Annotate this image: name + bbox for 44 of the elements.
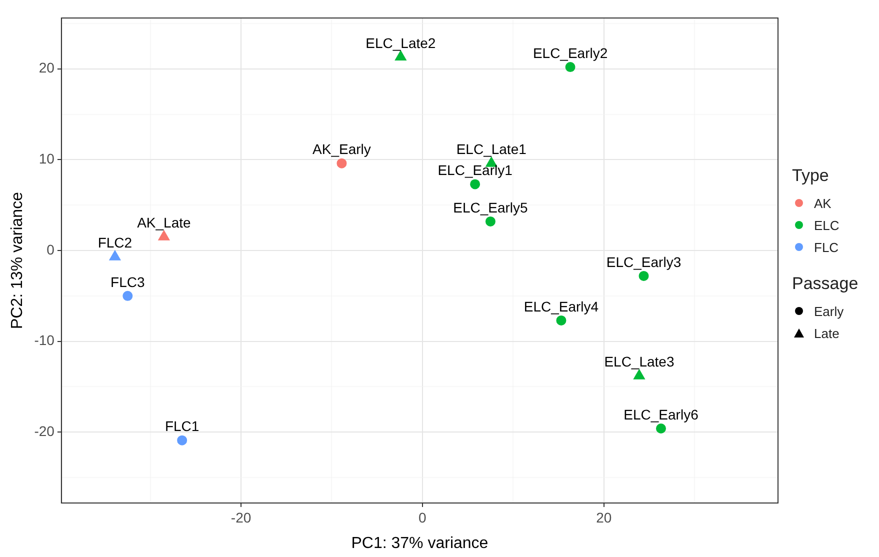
y-tick-label: -10 — [34, 332, 55, 348]
data-label: FLC3 — [110, 274, 145, 290]
data-label: ELC_Late1 — [456, 141, 527, 158]
data-label: AK_Early — [312, 141, 371, 158]
point — [485, 216, 496, 226]
point — [158, 230, 170, 240]
point — [638, 270, 649, 281]
data-label: ELC_Early3 — [606, 254, 682, 270]
point — [565, 62, 576, 72]
x-tick-label: -20 — [230, 509, 252, 526]
text: Passage — [792, 274, 858, 294]
point — [394, 50, 406, 61]
y-axis-title: PC2: 13% variance — [9, 192, 26, 329]
data-label: FLC1 — [164, 418, 200, 434]
legend-label: ELC — [814, 218, 840, 232]
point — [470, 179, 480, 190]
y-tick-label: 0 — [46, 241, 55, 258]
data-label: AK_Late — [137, 214, 191, 231]
data-label: ELC_Early6 — [624, 406, 699, 422]
legend-label: AK — [814, 196, 832, 210]
data-label: FLC2 — [98, 234, 132, 251]
point — [656, 424, 666, 434]
x-axis-title: PC1: 37% variance — [351, 534, 488, 552]
legend-label: FLC — [814, 240, 839, 254]
legend-title: Type — [792, 166, 830, 186]
data-label: ELC_Early1 — [438, 162, 513, 178]
point — [109, 250, 121, 260]
point — [177, 435, 188, 446]
point — [556, 315, 566, 326]
data-label: ELC_Late2 — [366, 34, 436, 51]
y-tick-label: 20 — [38, 60, 55, 76]
data-label: ELC_Late3 — [604, 354, 674, 370]
y-tick-label: 10 — [38, 150, 55, 167]
text: Early — [814, 304, 844, 318]
data-label: ELC_Early5 — [453, 199, 528, 216]
point — [122, 290, 133, 301]
text: Late — [814, 326, 840, 340]
x-tick-label: 20 — [596, 509, 612, 526]
data-label: ELC_Early4 — [524, 298, 599, 314]
point — [634, 369, 645, 380]
x-tick-label: 0 — [418, 509, 427, 526]
y-tick-label: -20 — [34, 423, 55, 440]
data-label: ELC_Early2 — [532, 44, 608, 61]
point — [336, 158, 347, 168]
